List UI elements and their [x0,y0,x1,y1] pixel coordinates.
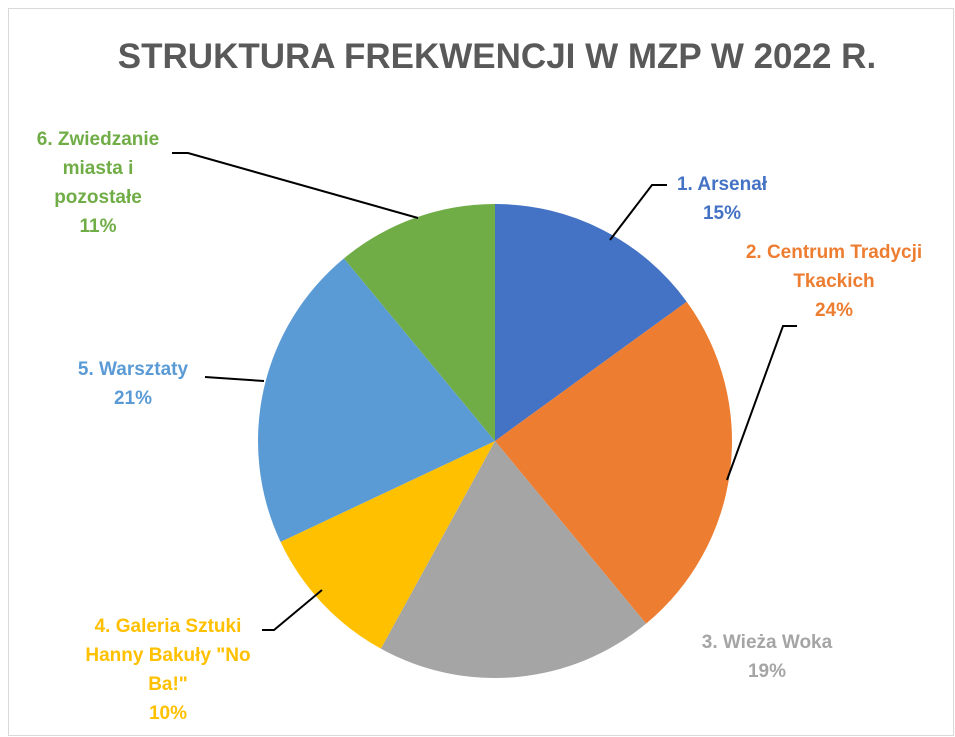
data-label: 1. Arsenał 15% [642,170,802,228]
pie-slice [380,441,647,678]
data-label: 4. Galeria Sztuki Hanny Bakuły "No Ba!" 1… [68,612,268,728]
leader-line [609,184,667,241]
leader-line [726,325,797,481]
pie-slice [495,204,687,441]
value-label: 19% [747,661,787,682]
data-label: 6. Zwiedzanie miasta i pozostałe 11% [23,125,173,241]
category-label: 1. Arsenał [676,174,768,195]
category-label: 4. Galeria Sztuki Hanny Bakuły "No Ba!" [85,616,251,695]
category-label: 6. Zwiedzanie miasta i pozostałe [36,129,160,208]
chart-frame [8,8,954,736]
category-label: 3. Wieża Woka [701,632,833,653]
category-label: 2. Centrum Tradycji Tkackich [745,242,923,292]
pie-slice [495,301,732,624]
chart-title: STRUKTURA FREKWENCJI W MZP W 2022 R. [117,37,877,76]
pie-slice [280,441,495,649]
value-label: 15% [702,203,742,224]
value-label: 24% [814,300,854,321]
data-label: 2. Centrum Tradycji Tkackich 24% [729,238,939,325]
slices [258,204,732,678]
leader-lines [172,152,797,631]
pie-slice [258,258,495,542]
leader-line [204,376,265,382]
leader-line [262,589,323,631]
leader-line [172,152,419,219]
data-label: 3. Wieża Woka 19% [667,628,867,686]
value-label: 10% [148,703,188,724]
value-label: 21% [113,388,153,409]
value-label: 11% [79,216,117,237]
pie-slice [343,204,495,441]
category-label: 5. Warsztaty [77,359,189,380]
data-label: 5. Warsztaty 21% [48,355,218,413]
